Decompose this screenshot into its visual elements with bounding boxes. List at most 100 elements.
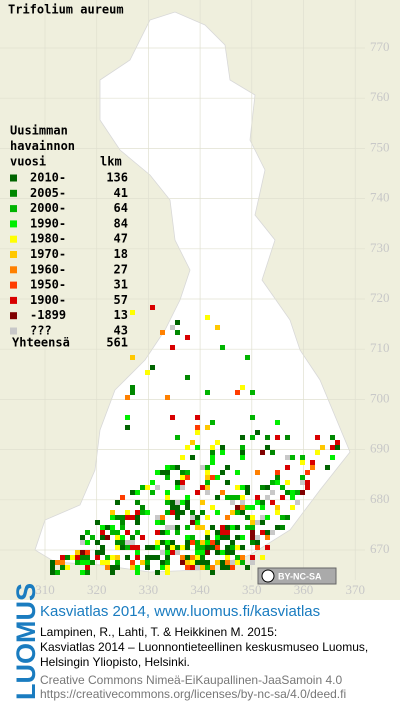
- license-line: Creative Commons Nimeä-EiKaupallinen-Jaa…: [40, 673, 342, 687]
- record-square: [335, 445, 340, 450]
- record-square: [145, 370, 150, 375]
- record-square: [260, 500, 265, 505]
- record-square: [170, 540, 175, 545]
- record-square: [225, 535, 230, 540]
- record-square: [280, 525, 285, 530]
- citation-line: Kasviatlas 2014 – Luonnontieteellinen ke…: [40, 640, 368, 654]
- record-square: [155, 515, 160, 520]
- record-square: [160, 565, 165, 570]
- record-square: [205, 560, 210, 565]
- record-square: [230, 510, 235, 515]
- record-square: [210, 445, 215, 450]
- record-square: [255, 535, 260, 540]
- record-square: [165, 565, 170, 570]
- record-square: [105, 565, 110, 570]
- record-square: [220, 525, 225, 530]
- record-square: [125, 395, 130, 400]
- record-square: [250, 515, 255, 520]
- record-square: [135, 570, 140, 575]
- record-square: [195, 490, 200, 495]
- record-square: [265, 485, 270, 490]
- record-square: [160, 520, 165, 525]
- record-square: [235, 495, 240, 500]
- record-square: [150, 365, 155, 370]
- record-square: [330, 445, 335, 450]
- record-square: [80, 570, 85, 575]
- finland-outline: [34, 11, 351, 573]
- record-square: [330, 455, 335, 460]
- record-square: [185, 470, 190, 475]
- record-square: [105, 535, 110, 540]
- legend-count: 13: [114, 308, 128, 322]
- record-square: [85, 530, 90, 535]
- record-square: [285, 490, 290, 495]
- record-square: [115, 555, 120, 560]
- record-square: [285, 435, 290, 440]
- record-square: [170, 415, 175, 420]
- record-square: [220, 550, 225, 555]
- legend-label: 1980-: [30, 232, 66, 246]
- legend-label: 2005-: [30, 186, 66, 200]
- record-square: [115, 560, 120, 565]
- record-square: [220, 445, 225, 450]
- record-square: [140, 510, 145, 515]
- record-square: [240, 495, 245, 500]
- record-square: [150, 555, 155, 560]
- record-square: [185, 540, 190, 545]
- record-square: [180, 560, 185, 565]
- record-square: [265, 545, 270, 550]
- record-square: [320, 445, 325, 450]
- record-square: [105, 555, 110, 560]
- record-square: [275, 420, 280, 425]
- record-square: [300, 475, 305, 480]
- record-square: [165, 495, 170, 500]
- record-square: [240, 535, 245, 540]
- record-square: [220, 530, 225, 535]
- record-square: [75, 550, 80, 555]
- record-square: [335, 440, 340, 445]
- record-square: [210, 475, 215, 480]
- record-square: [165, 560, 170, 565]
- record-square: [55, 570, 60, 575]
- record-square: [100, 545, 105, 550]
- record-square: [210, 565, 215, 570]
- record-square: [140, 505, 145, 510]
- record-square: [165, 545, 170, 550]
- record-square: [275, 470, 280, 475]
- record-square: [285, 455, 290, 460]
- record-square: [165, 540, 170, 545]
- record-square: [265, 445, 270, 450]
- record-square: [125, 415, 130, 420]
- record-square: [135, 530, 140, 535]
- record-square: [180, 475, 185, 480]
- record-square: [120, 540, 125, 545]
- legend-count: 31: [114, 278, 128, 292]
- badge-box: [257, 567, 337, 585]
- record-square: [165, 525, 170, 530]
- grid-y-label: 760: [370, 89, 390, 104]
- record-square: [235, 505, 240, 510]
- record-square: [235, 545, 240, 550]
- record-square: [185, 525, 190, 530]
- record-square: [215, 440, 220, 445]
- grid-y-label: 700: [370, 390, 390, 405]
- record-square: [205, 545, 210, 550]
- record-square: [170, 505, 175, 510]
- record-square: [300, 480, 305, 485]
- record-square: [225, 560, 230, 565]
- record-square: [210, 420, 215, 425]
- record-square: [115, 515, 120, 520]
- record-square: [115, 545, 120, 550]
- record-square: [230, 560, 235, 565]
- grid-x-label: 330: [139, 582, 159, 597]
- grid: 770 760 750 740 730 720 710 700 690 680 670 310 320 3…: [0, 0, 390, 597]
- record-square: [255, 495, 260, 500]
- record-square: [150, 305, 155, 310]
- record-square: [130, 560, 135, 565]
- record-square: [80, 560, 85, 565]
- record-square: [225, 525, 230, 530]
- record-square: [260, 520, 265, 525]
- record-square: [160, 540, 165, 545]
- record-square: [80, 555, 85, 560]
- record-square: [250, 505, 255, 510]
